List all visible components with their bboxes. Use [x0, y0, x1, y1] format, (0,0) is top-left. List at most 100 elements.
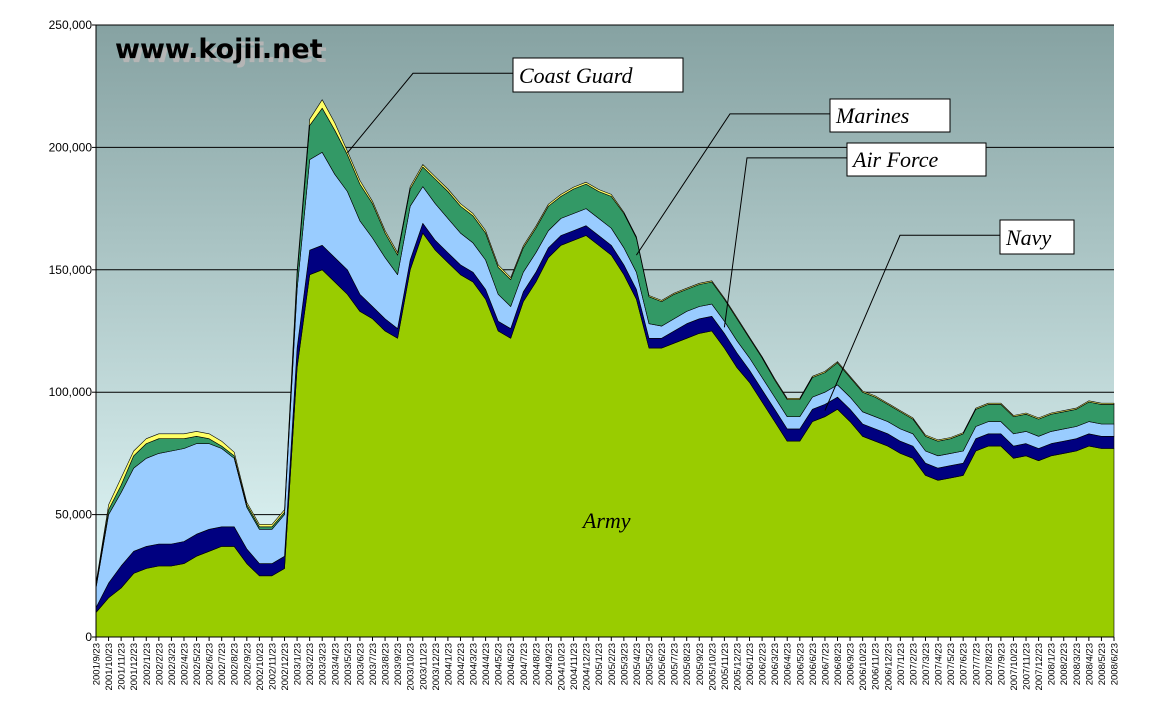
x-tick-label: 2001/9/23 — [92, 643, 103, 685]
x-tick-label: 2005/2/23 — [607, 643, 618, 685]
x-tick-label: 2002/4/23 — [179, 643, 190, 685]
x-tick-label: 2004/3/23 — [469, 643, 480, 685]
y-tick-label: 50,000 — [55, 508, 92, 522]
watermark: www.kojii.net www.kojii.net — [115, 34, 327, 69]
x-tick-label: 2006/7/23 — [820, 643, 831, 685]
x-tick-label: 2006/1/23 — [745, 643, 756, 685]
x-tick-label: 2003/9/23 — [393, 643, 404, 685]
stacked-areas — [95, 99, 1115, 638]
x-tick-label: 2004/4/23 — [481, 643, 492, 685]
x-tick-label: 2005/8/23 — [682, 643, 693, 685]
x-tick-label: 2006/5/23 — [795, 643, 806, 685]
x-tick-label: 2007/1/23 — [896, 643, 907, 685]
x-tick-label: 2004/9/23 — [544, 643, 555, 685]
x-tick-label: 2001/12/23 — [129, 643, 140, 691]
x-tick-label: 2003/2/23 — [305, 643, 316, 685]
callout-box-navy — [999, 219, 1075, 255]
callout-box-coast-guard — [512, 57, 684, 93]
x-tick-label: 2007/5/23 — [946, 643, 957, 685]
x-tick-label: 2001/10/23 — [104, 643, 115, 691]
x-tick-label: 2006/9/23 — [846, 643, 857, 685]
x-tick-label: 2007/9/23 — [996, 643, 1007, 685]
x-tick-label: 2008/4/23 — [1084, 643, 1095, 685]
x-tick-label: 2007/11/23 — [1022, 643, 1033, 690]
callouts: Coast Guard Marines Air Force Navy Army — [346, 57, 1075, 533]
x-tick-label: 2002/2/23 — [154, 643, 165, 685]
y-tick-label: 200,000 — [49, 140, 93, 154]
x-tick-label: 2007/12/23 — [1034, 643, 1045, 691]
x-tick-label: 2003/11/23 — [418, 643, 429, 690]
x-tick-label: 2003/4/23 — [330, 643, 341, 685]
x-tick-label: 2003/3/23 — [318, 643, 329, 685]
x-tick-label: 2007/7/23 — [971, 643, 982, 685]
x-tick-label: 2005/5/23 — [644, 643, 655, 685]
x-tick-label: 2005/3/23 — [619, 643, 630, 685]
label-army: Army — [581, 508, 631, 533]
x-tick-label: 2004/5/23 — [494, 643, 505, 685]
x-tick-label: 2002/7/23 — [217, 643, 228, 685]
x-tick-label: 2005/12/23 — [732, 643, 743, 691]
watermark-shadow: www.kojii.net — [119, 38, 327, 69]
y-tick-label: 250,000 — [49, 18, 93, 32]
callout-navy: Navy — [1005, 225, 1051, 250]
leader-air-force — [723, 157, 847, 328]
x-tick-label: 2004/1/23 — [443, 643, 454, 685]
callout-box-marines — [829, 98, 951, 133]
x-tick-label: 2008/3/23 — [1072, 643, 1083, 685]
x-tick-label: 2001/11/23 — [117, 643, 128, 690]
x-tick-label: 2005/11/23 — [720, 643, 731, 690]
watermark-text: www.kojii.net — [115, 34, 323, 65]
x-tick-label: 2004/8/23 — [531, 643, 542, 685]
y-tick-label: 150,000 — [49, 263, 93, 277]
x-tick-label: 2002/11/23 — [267, 643, 278, 690]
x-tick-label: 2007/6/23 — [959, 643, 970, 685]
leader-navy — [824, 234, 1000, 411]
area-coast-guard — [95, 99, 1115, 586]
x-tick-label: 2005/9/23 — [695, 643, 706, 685]
x-tick-label: 2002/3/23 — [167, 643, 178, 685]
x-tick-label: 2006/3/23 — [770, 643, 781, 685]
x-tick-label: 2003/8/23 — [381, 643, 392, 685]
x-tick-label: 2006/12/23 — [883, 643, 894, 691]
x-tick-label: 2008/6/23 — [1110, 643, 1121, 685]
x-tick-label: 2006/11/23 — [871, 643, 882, 690]
x-tick-label: 2005/4/23 — [632, 643, 643, 685]
x-tick-label: 2005/10/23 — [707, 643, 718, 691]
x-tick-label: 2003/1/23 — [293, 643, 304, 685]
x-tick-label: 2006/10/23 — [858, 643, 869, 691]
x-tick-label: 2002/1/23 — [142, 643, 153, 685]
leader-marines — [636, 113, 830, 256]
callout-air-force: Air Force — [851, 147, 939, 172]
x-tick-label: 2005/6/23 — [657, 643, 668, 685]
x-tick-label: 2006/4/23 — [783, 643, 794, 685]
x-tick-label: 2005/1/23 — [594, 643, 605, 685]
x-tick-label: 2006/8/23 — [833, 643, 844, 685]
x-tick-label: 2002/8/23 — [230, 643, 241, 685]
x-tick-label: 2007/2/23 — [908, 643, 919, 685]
x-tick-label: 2008/5/23 — [1097, 643, 1108, 685]
x-tick-label: 2004/12/23 — [582, 643, 593, 691]
x-tick-label: 2003/6/23 — [355, 643, 366, 685]
leader-coast-guard — [346, 72, 513, 154]
x-tick-label: 2007/3/23 — [921, 643, 932, 685]
x-tick-label: 2003/5/23 — [343, 643, 354, 685]
y-tick-label: 0 — [85, 630, 92, 644]
x-tick-label: 2007/8/23 — [984, 643, 995, 685]
x-tick-label: 2004/6/23 — [506, 643, 517, 685]
x-tick-label: 2003/12/23 — [431, 643, 442, 691]
y-tick-label: 100,000 — [49, 385, 93, 399]
x-tick-label: 2002/10/23 — [255, 643, 266, 691]
x-tick-label: 2008/2/23 — [1059, 643, 1070, 685]
callout-box-air-force — [846, 142, 987, 177]
x-tick-label: 2002/6/23 — [205, 643, 216, 685]
x-tick-label: 2007/10/23 — [1009, 643, 1020, 691]
x-axis-ticks: 2001/9/23 2001/10/23 2001/11/23 2001/12/23 2… — [92, 637, 1121, 691]
x-tick-label: 2003/7/23 — [368, 643, 379, 685]
x-tick-label: 2007/4/23 — [934, 643, 945, 685]
callout-marines: Marines — [835, 103, 909, 128]
x-tick-label: 2002/12/23 — [280, 643, 291, 691]
x-tick-label: 2005/7/23 — [670, 643, 681, 685]
x-tick-label: 2008/1/23 — [1047, 643, 1058, 685]
x-tick-label: 2002/9/23 — [242, 643, 253, 685]
